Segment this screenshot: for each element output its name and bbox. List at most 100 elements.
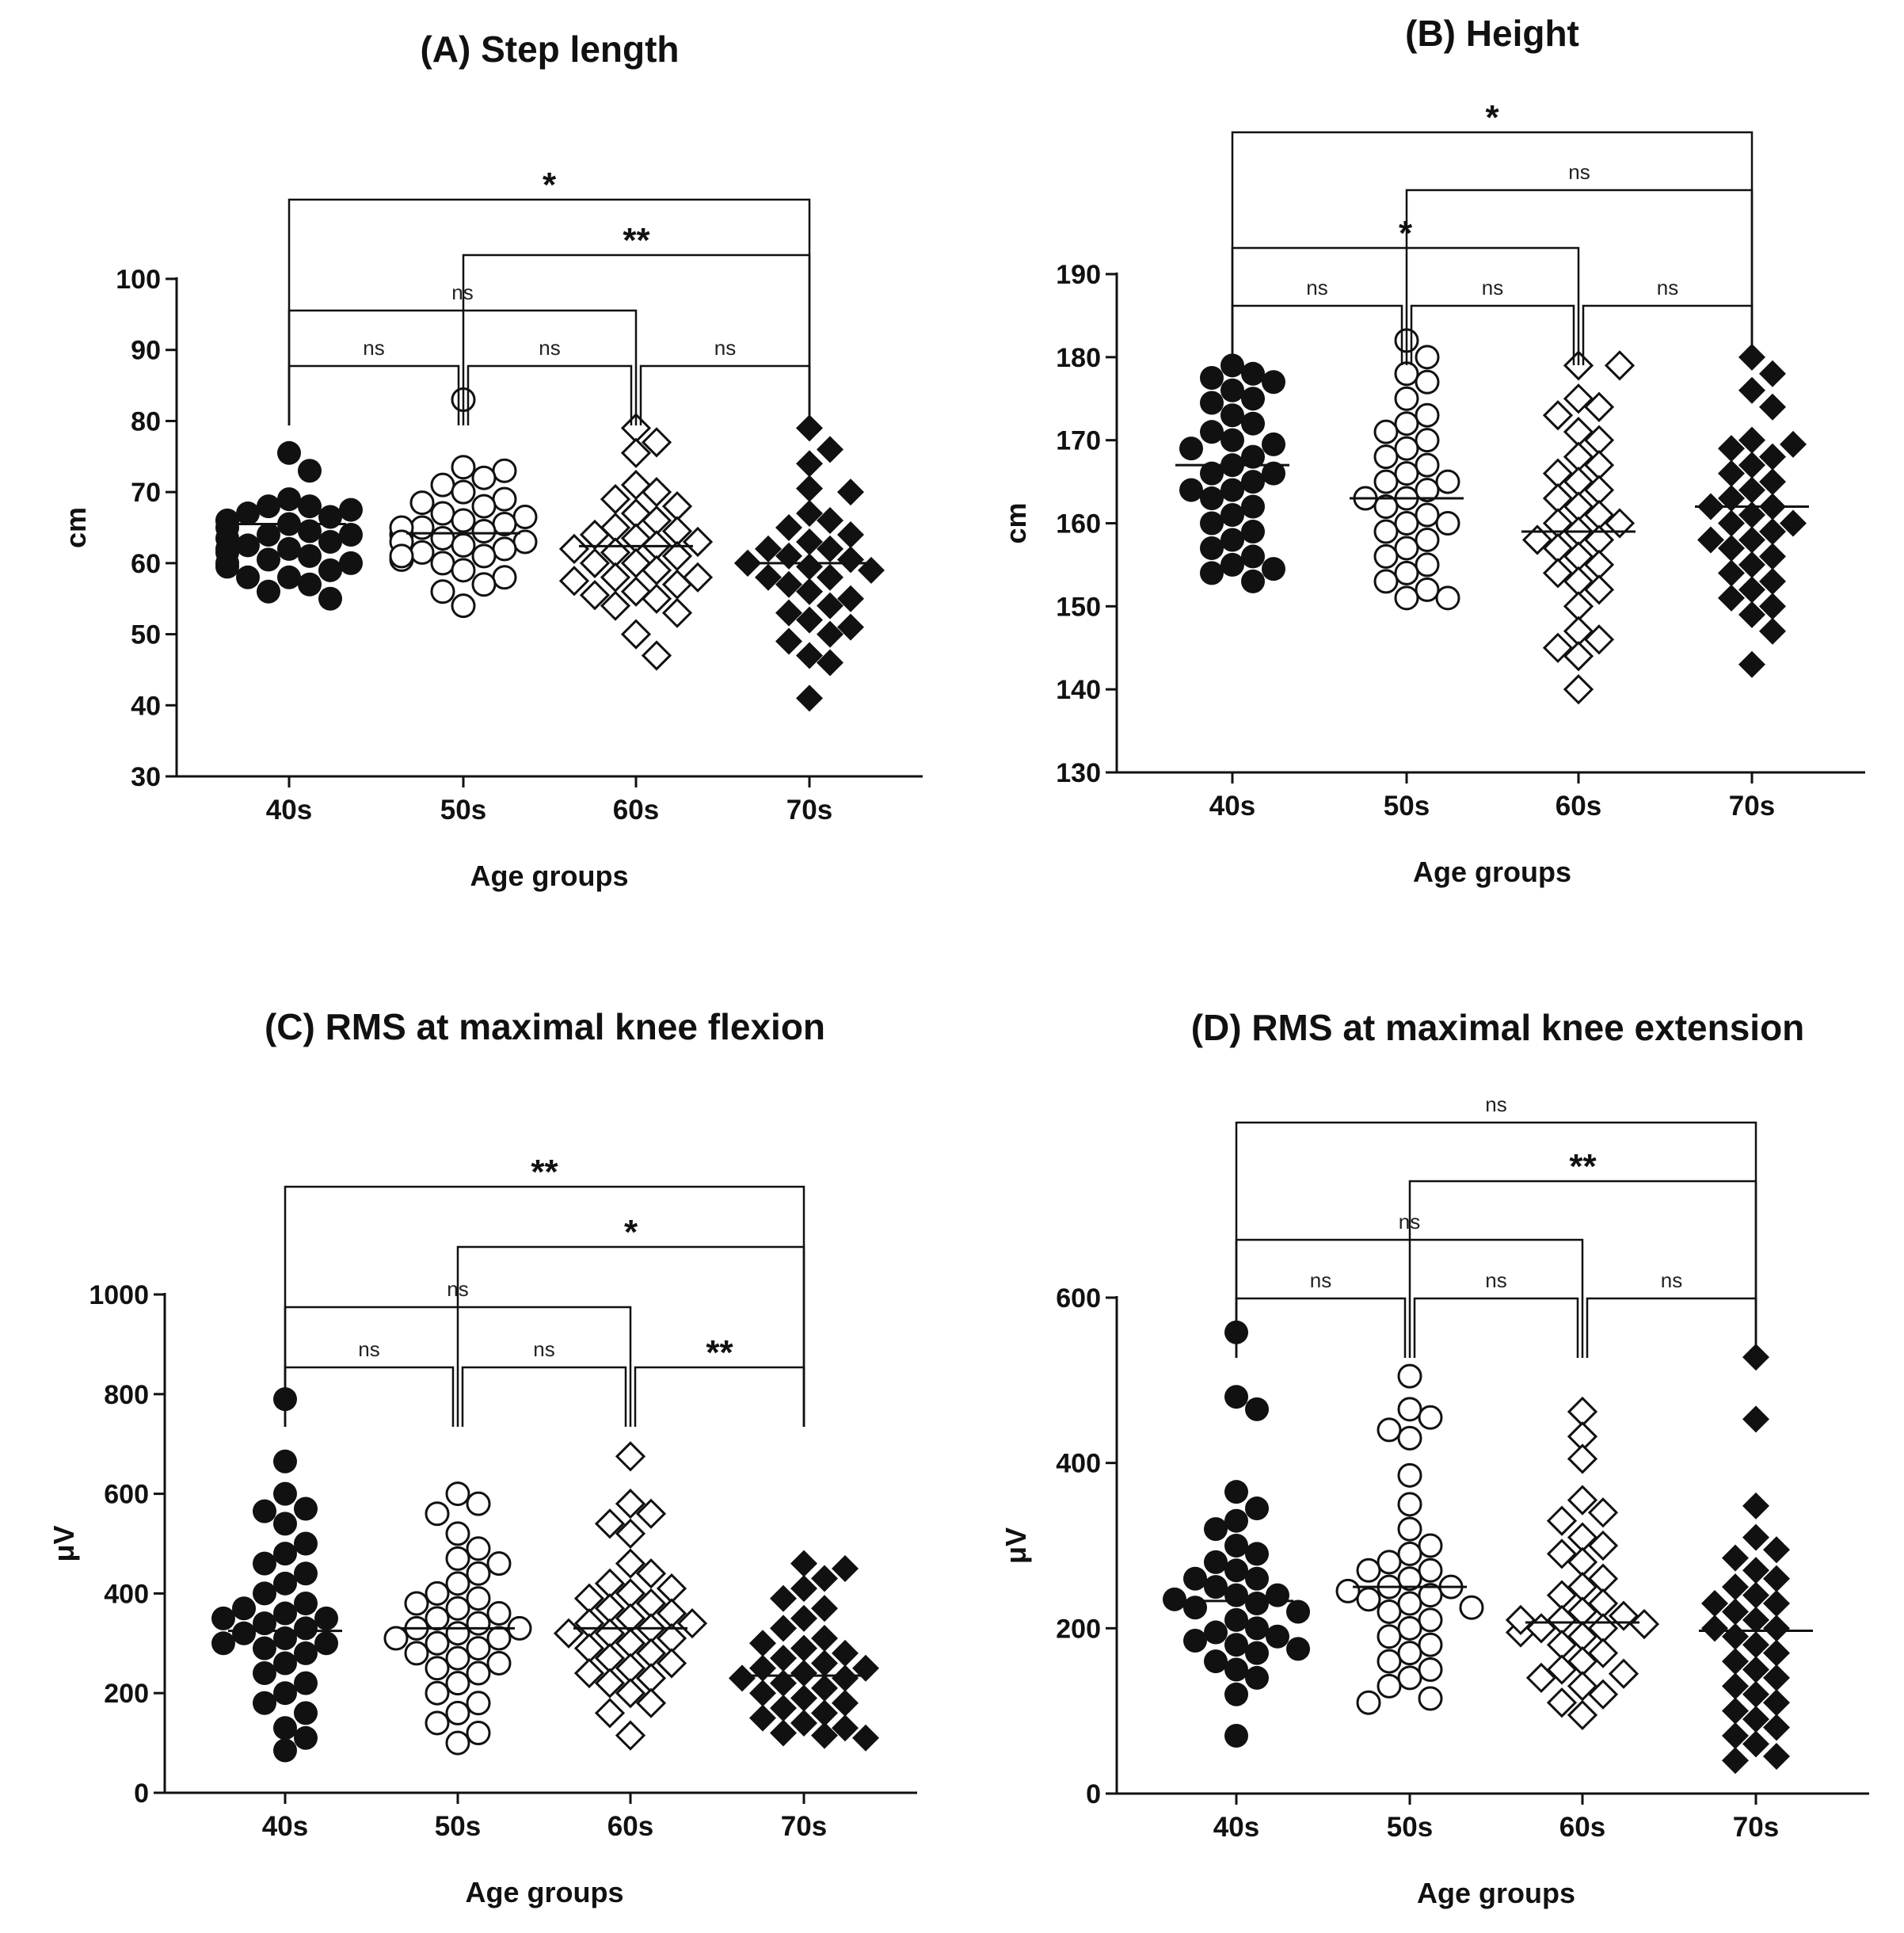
data-point-21 xyxy=(1742,1680,1769,1708)
data-point-6 xyxy=(318,505,342,529)
data-point-1 xyxy=(641,427,672,458)
bracket-line xyxy=(466,364,633,425)
significance-bracket: ns xyxy=(284,1337,455,1427)
data-point-23 xyxy=(1418,1632,1443,1657)
significance-label: ns xyxy=(1485,1268,1506,1292)
data-point-27 xyxy=(257,494,280,519)
data-point-18 xyxy=(1224,1607,1248,1632)
data-point-34 xyxy=(383,1626,409,1651)
series-70s xyxy=(729,1550,879,1752)
chart-title: (A) Step length xyxy=(420,29,679,70)
data-point-22 xyxy=(445,1645,470,1671)
data-point-30 xyxy=(215,551,239,575)
data-point-18 xyxy=(811,1674,838,1702)
data-point-13 xyxy=(1241,444,1265,469)
bracket-line xyxy=(1231,131,1754,365)
data-point-6 xyxy=(817,507,843,535)
x-tick-label: 50s xyxy=(1387,1812,1433,1843)
data-point-27 xyxy=(1397,1665,1422,1691)
data-point-18 xyxy=(451,532,476,558)
significance-bracket: * xyxy=(1231,98,1754,365)
significance-bracket: ns xyxy=(461,1337,627,1427)
data-point-21 xyxy=(1200,511,1224,536)
data-point-1 xyxy=(1224,1385,1248,1409)
data-point-14 xyxy=(471,518,497,543)
data-point-8 xyxy=(656,1573,687,1604)
data-point-20 xyxy=(314,1631,338,1656)
data-point-3 xyxy=(1224,1480,1248,1504)
significance-bracket: ns xyxy=(466,336,633,425)
data-point-4 xyxy=(1738,426,1765,454)
data-point-20 xyxy=(600,562,631,593)
data-point-4 xyxy=(430,472,455,498)
data-point-17 xyxy=(1738,526,1765,554)
data-point-23 xyxy=(1722,1697,1749,1725)
data-point-26 xyxy=(1204,1649,1228,1674)
data-point-13 xyxy=(409,515,435,540)
data-point-26 xyxy=(1738,600,1765,628)
x-tick-label: 50s xyxy=(435,1811,481,1842)
data-point-8 xyxy=(1546,1538,1578,1569)
bracket-line xyxy=(284,1366,455,1427)
data-point-18 xyxy=(796,578,823,605)
significance-label: ** xyxy=(1569,1147,1597,1186)
bracket-line xyxy=(1410,304,1575,365)
data-point-26 xyxy=(445,1671,470,1696)
data-point-1 xyxy=(1397,1397,1422,1422)
data-point-2 xyxy=(492,458,517,483)
y-tick-label: 60 xyxy=(131,549,161,579)
data-point-16 xyxy=(430,525,455,551)
data-point-11 xyxy=(404,1591,429,1616)
data-point-30 xyxy=(1567,1699,1598,1731)
data-point-25 xyxy=(573,1657,605,1689)
data-point-13 xyxy=(232,1596,256,1621)
data-point-16 xyxy=(1183,1596,1207,1620)
data-point-2 xyxy=(1738,376,1765,404)
data-point-7 xyxy=(409,490,435,516)
data-point-31 xyxy=(236,565,260,589)
data-point-26 xyxy=(796,642,823,669)
data-point-26 xyxy=(1220,552,1244,577)
x-tick-label: 40s xyxy=(262,1811,308,1842)
data-point-15 xyxy=(314,1606,338,1630)
data-point-1 xyxy=(1759,360,1786,387)
data-point-31 xyxy=(682,562,714,593)
data-point-21 xyxy=(471,543,497,569)
data-point-31 xyxy=(273,1738,297,1763)
data-point-27 xyxy=(770,1719,797,1747)
data-point-6 xyxy=(1718,435,1745,463)
data-point-22 xyxy=(294,1641,318,1665)
data-point-24 xyxy=(1546,1654,1578,1685)
data-point-13 xyxy=(486,1601,512,1626)
y-tick-label: 600 xyxy=(104,1480,149,1510)
data-point-3 xyxy=(796,475,823,502)
data-point-32 xyxy=(445,1730,470,1756)
y-tick-label: 140 xyxy=(1056,675,1101,705)
bracket-line xyxy=(1586,1297,1757,1358)
y-tick-label: 400 xyxy=(1056,1449,1101,1479)
data-point-23 xyxy=(1738,576,1765,604)
significance-bracket: ns xyxy=(639,336,811,425)
data-point-32 xyxy=(1356,1557,1381,1583)
data-point-29 xyxy=(1224,1682,1248,1706)
data-point-24 xyxy=(1397,1641,1422,1666)
data-point-15 xyxy=(1418,1583,1443,1608)
data-point-10 xyxy=(817,535,843,562)
data-point-0 xyxy=(1563,350,1594,381)
bracket-line xyxy=(1413,1297,1579,1358)
significance-label: ns xyxy=(358,1337,379,1361)
x-tick-label: 60s xyxy=(607,1811,653,1842)
data-point-0 xyxy=(1220,353,1244,378)
data-point-16 xyxy=(1373,494,1399,520)
data-point-8 xyxy=(471,494,497,519)
data-point-28 xyxy=(811,1721,838,1749)
data-point-24 xyxy=(817,620,843,648)
significance-label: ** xyxy=(706,1333,733,1372)
data-point-21 xyxy=(404,1641,429,1666)
data-point-5 xyxy=(1224,1508,1248,1533)
data-point-3 xyxy=(445,1521,470,1546)
y-tick-label: 180 xyxy=(1056,343,1101,373)
data-point-10 xyxy=(1224,1558,1248,1583)
significance-label: ns xyxy=(1310,1268,1331,1292)
chart-title: (D) RMS at maximal knee extension xyxy=(1191,1007,1805,1048)
